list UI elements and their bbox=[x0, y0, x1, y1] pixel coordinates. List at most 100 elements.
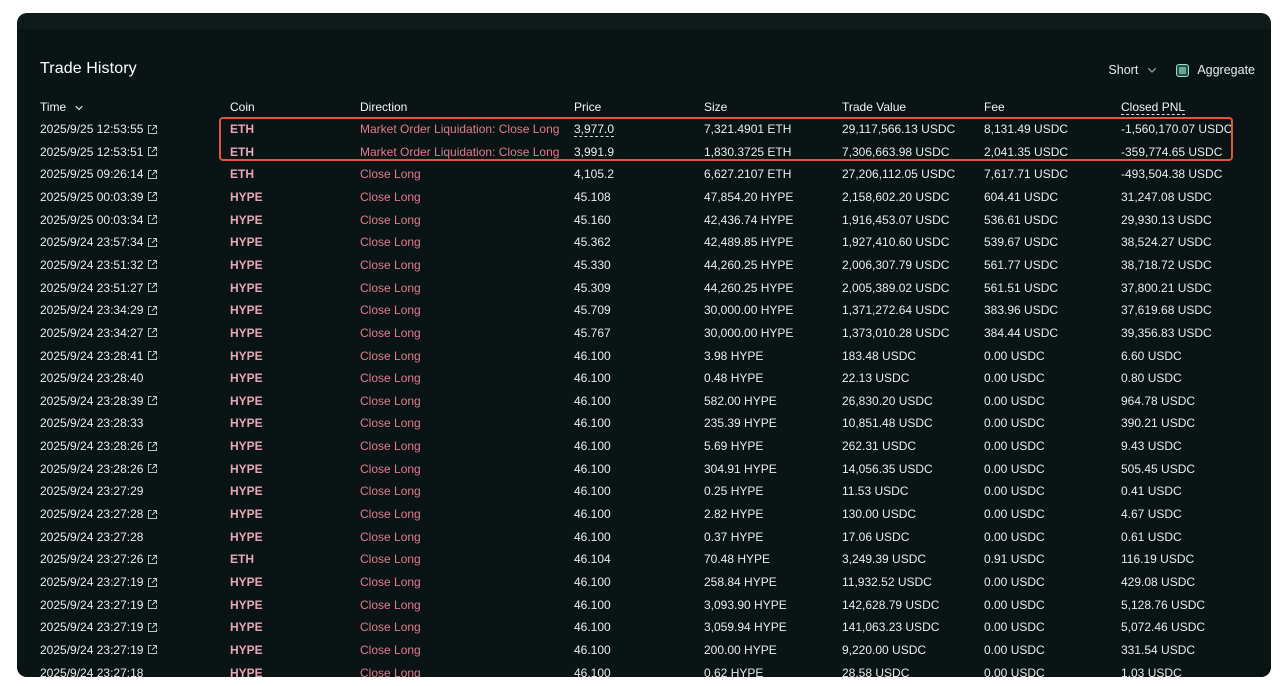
row-price-text: 46.100 bbox=[574, 439, 611, 454]
external-link-icon[interactable] bbox=[147, 554, 158, 565]
external-link-icon[interactable] bbox=[147, 124, 158, 135]
row-price-text: 46.100 bbox=[574, 393, 611, 408]
row-price: 45.330 bbox=[574, 257, 611, 273]
external-link-icon[interactable] bbox=[147, 169, 158, 180]
row-coin: HYPE bbox=[230, 642, 263, 657]
external-link-icon[interactable] bbox=[147, 191, 158, 202]
row-direction: Close Long bbox=[360, 257, 421, 272]
row-price-text: 45.709 bbox=[574, 303, 611, 318]
table-row: 2025/9/25 00:03:34 HYPE Close Long 45.160 42… bbox=[17, 212, 1271, 235]
row-size: 3,059.94 HYPE bbox=[704, 620, 787, 635]
row-trade-value: 183.48 USDC bbox=[842, 348, 917, 363]
row-size: 2.82 HYPE bbox=[704, 507, 764, 522]
row-size: 30,000.00 HYPE bbox=[704, 325, 794, 340]
row-time-text: 2025/9/24 23:28:40 bbox=[40, 371, 144, 386]
header-coin: Coin bbox=[230, 100, 255, 114]
row-time-text: 2025/9/24 23:27:19 bbox=[40, 620, 144, 635]
row-time-text: 2025/9/25 12:53:55 bbox=[40, 122, 144, 136]
row-direction: Close Long bbox=[360, 642, 421, 657]
row-time-text: 2025/9/24 23:27:28 bbox=[40, 529, 144, 544]
row-trade-value: 27,206,112.05 USDC bbox=[842, 167, 956, 182]
row-price: 4,105.2 bbox=[574, 166, 614, 182]
row-closed-pnl: 116.19 USDC bbox=[1121, 552, 1195, 567]
external-link-icon[interactable] bbox=[147, 622, 158, 633]
row-coin: HYPE bbox=[230, 371, 263, 386]
table-row: 2025/9/24 23:27:28 HYPE Close Long 46.100 0.… bbox=[17, 529, 1271, 552]
row-price-text: 45.309 bbox=[574, 280, 611, 295]
checkbox-checked-icon bbox=[1179, 66, 1187, 74]
window-frame: Trade History Short Aggregate Time Coin bbox=[17, 13, 1271, 677]
header-closed-pnl[interactable]: Closed PNL bbox=[1121, 99, 1186, 115]
row-direction: Market Order Liquidation: Close Long bbox=[360, 144, 560, 159]
row-price-text: 46.104 bbox=[574, 552, 611, 567]
external-link-icon[interactable] bbox=[147, 146, 158, 157]
row-price: 46.100 bbox=[574, 529, 611, 545]
row-time-text: 2025/9/25 12:53:51 bbox=[40, 144, 144, 159]
row-price: 46.100 bbox=[574, 574, 611, 590]
external-link-icon[interactable] bbox=[147, 282, 158, 293]
external-link-icon[interactable] bbox=[147, 350, 158, 361]
external-link-icon[interactable] bbox=[147, 441, 158, 452]
row-direction: Close Long bbox=[360, 189, 421, 204]
table-row: 2025/9/24 23:27:19 HYPE Close Long 46.100 20… bbox=[17, 642, 1271, 665]
table-row: 2025/9/25 00:03:39 HYPE Close Long 45.108 47… bbox=[17, 189, 1271, 212]
row-size: 1,830.3725 ETH bbox=[704, 144, 792, 159]
row-fee: 539.67 USDC bbox=[984, 235, 1059, 250]
row-closed-pnl: 5,072.46 USDC bbox=[1121, 620, 1206, 635]
table-row: 2025/9/24 23:27:26 ETH Close Long 46.104 70.… bbox=[17, 551, 1271, 574]
row-fee: 0.00 USDC bbox=[984, 348, 1045, 363]
short-select[interactable]: Short bbox=[1108, 63, 1158, 77]
row-size: 0.37 HYPE bbox=[704, 529, 764, 544]
row-closed-pnl: 37,619.68 USDC bbox=[1121, 303, 1212, 318]
header-fee: Fee bbox=[984, 100, 1005, 114]
chevron-down-icon bbox=[74, 105, 83, 110]
row-trade-value: 1,373,010.28 USDC bbox=[842, 325, 950, 340]
row-price-text: 4,105.2 bbox=[574, 167, 615, 182]
row-price: 46.100 bbox=[574, 393, 611, 409]
external-link-icon[interactable] bbox=[147, 577, 158, 588]
external-link-icon[interactable] bbox=[147, 509, 158, 520]
row-time: 2025/9/24 23:28:40 bbox=[40, 370, 143, 386]
row-closed-pnl: -1,560,170.07 USDC bbox=[1121, 122, 1233, 136]
external-link-icon[interactable] bbox=[147, 644, 158, 655]
row-time: 2025/9/24 23:34:29 bbox=[40, 302, 158, 318]
row-time: 2025/9/24 23:27:19 bbox=[40, 574, 158, 590]
external-link-icon[interactable] bbox=[147, 214, 158, 225]
row-price: 3,977.0 bbox=[574, 121, 615, 137]
row-direction: Close Long bbox=[360, 348, 421, 363]
external-link-icon[interactable] bbox=[147, 395, 158, 406]
row-size: 5.69 HYPE bbox=[704, 439, 764, 454]
row-price: 45.709 bbox=[574, 302, 611, 318]
row-fee: 0.00 USDC bbox=[984, 665, 1045, 677]
row-coin: ETH bbox=[230, 144, 254, 159]
row-price-text: 46.100 bbox=[574, 642, 611, 657]
aggregate-checkbox[interactable] bbox=[1176, 63, 1190, 77]
row-size: 47,854.20 HYPE bbox=[704, 189, 794, 204]
row-price-text: 46.100 bbox=[574, 575, 611, 589]
row-price-text: 3,991.9 bbox=[574, 144, 615, 160]
row-time: 2025/9/24 23:57:34 bbox=[40, 234, 158, 250]
external-link-icon[interactable] bbox=[147, 599, 158, 610]
row-coin: HYPE bbox=[230, 393, 263, 408]
row-direction: Close Long bbox=[360, 167, 421, 182]
table-row: 2025/9/24 23:57:34 HYPE Close Long 45.362 42… bbox=[17, 234, 1271, 257]
row-trade-value: 28.58 USDC bbox=[842, 665, 910, 677]
header-time[interactable]: Time bbox=[40, 99, 84, 115]
table-row: 2025/9/24 23:27:19 HYPE Close Long 46.100 25… bbox=[17, 574, 1271, 597]
header-price: Price bbox=[574, 100, 602, 114]
external-link-icon[interactable] bbox=[147, 463, 158, 474]
header-trade-value: Trade Value bbox=[842, 100, 907, 114]
external-link-icon[interactable] bbox=[147, 259, 158, 270]
row-closed-pnl: 39,356.83 USDC bbox=[1121, 325, 1212, 340]
short-select-label: Short bbox=[1108, 63, 1139, 77]
table-row: 2025/9/24 23:27:29 HYPE Close Long 46.100 0.… bbox=[17, 483, 1271, 506]
row-closed-pnl: 37,800.21 USDC bbox=[1121, 280, 1212, 295]
external-link-icon[interactable] bbox=[147, 327, 158, 338]
external-link-icon[interactable] bbox=[147, 305, 158, 316]
row-coin: HYPE bbox=[230, 665, 263, 677]
row-time: 2025/9/24 23:27:19 bbox=[40, 597, 158, 613]
row-price: 45.160 bbox=[574, 212, 611, 228]
external-link-icon[interactable] bbox=[147, 237, 158, 248]
row-closed-pnl: 0.41 USDC bbox=[1121, 484, 1182, 499]
row-price: 46.100 bbox=[574, 506, 611, 522]
